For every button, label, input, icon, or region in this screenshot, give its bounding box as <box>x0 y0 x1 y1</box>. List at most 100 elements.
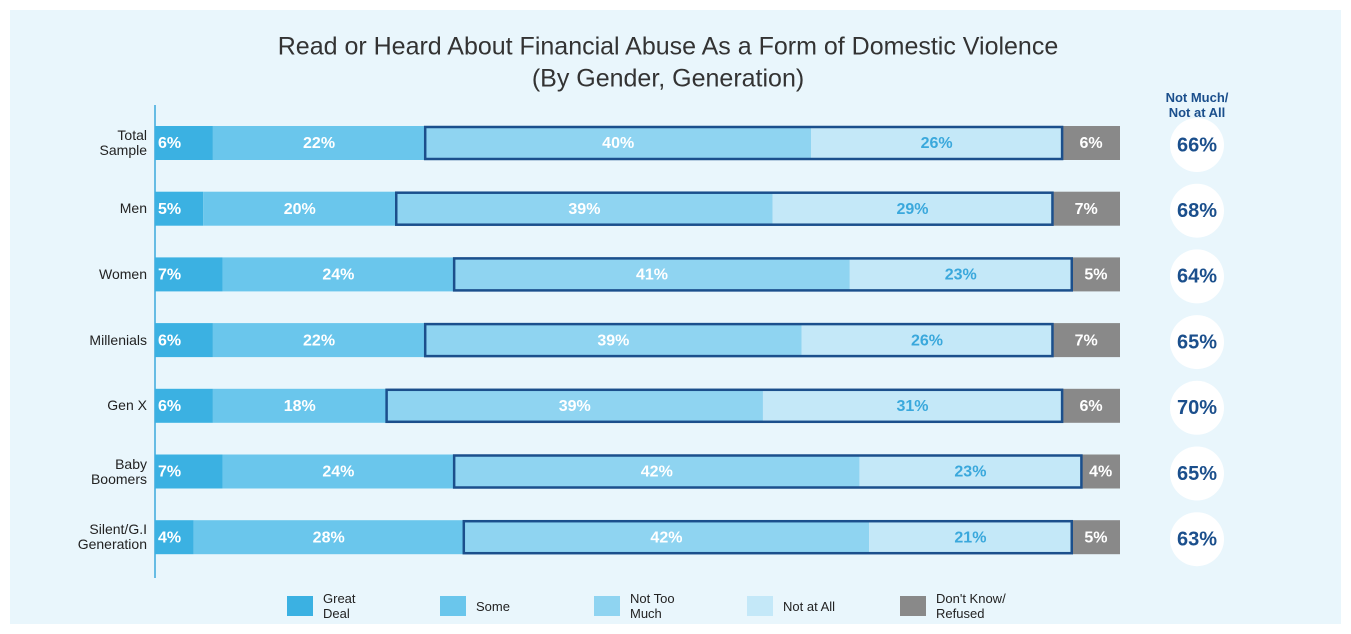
net-circle <box>1170 118 1224 172</box>
data-label: 5% <box>158 201 181 218</box>
data-label: 39% <box>597 332 629 349</box>
bar-segment <box>1062 388 1120 423</box>
data-label: 29% <box>897 201 929 218</box>
bar-segment <box>801 323 1053 358</box>
data-label: 5% <box>1084 529 1107 546</box>
data-label: 39% <box>568 201 600 218</box>
net-circle <box>1170 315 1224 370</box>
data-label: 6% <box>1079 135 1102 152</box>
legend-label: Not at All <box>783 598 836 614</box>
bar-segment <box>155 388 213 423</box>
legend-swatch <box>594 596 620 616</box>
data-label: 7% <box>1075 332 1098 349</box>
data-label: 41% <box>636 267 668 284</box>
data-label: 26% <box>921 135 953 152</box>
bar-segment <box>762 388 1063 423</box>
net-circle <box>1170 380 1224 435</box>
bar-segment <box>222 257 455 292</box>
bar-segment <box>869 520 1072 555</box>
legend-swatch <box>747 596 773 616</box>
bar-segment <box>425 323 802 358</box>
bar-segment <box>454 454 860 489</box>
data-label: 6% <box>158 135 181 152</box>
data-label: 4% <box>1089 464 1112 481</box>
data-label: 7% <box>1075 201 1098 218</box>
data-label: 6% <box>158 332 181 349</box>
bar-segment <box>155 323 213 358</box>
legend-label: Great Deal <box>323 591 356 621</box>
net-label: 68% <box>1177 200 1217 222</box>
bar-segment <box>222 454 455 489</box>
net-outline <box>395 191 1054 226</box>
data-label: 21% <box>954 529 986 546</box>
bar-segment <box>1052 191 1120 226</box>
net-outline <box>423 125 1064 161</box>
data-label: 31% <box>897 398 929 415</box>
bar-segment <box>454 257 850 292</box>
y-tick-label: Women <box>99 265 147 282</box>
net-circle <box>1170 446 1224 501</box>
legend-swatch <box>440 596 466 616</box>
bar-segment <box>425 126 812 160</box>
data-label: 40% <box>602 135 634 152</box>
net-label: 70% <box>1177 397 1217 419</box>
data-label: 7% <box>158 267 181 284</box>
legend-label: Don't Know/ Refused <box>936 591 1006 621</box>
net-label: 64% <box>1177 266 1217 288</box>
bar-segment <box>811 126 1063 160</box>
bar-segment <box>155 257 223 292</box>
bar-segment <box>463 520 870 555</box>
data-label: 24% <box>322 464 354 481</box>
data-label: 22% <box>303 135 335 152</box>
bar-segment <box>386 388 763 423</box>
data-label: 18% <box>284 398 316 415</box>
net-circle <box>1170 512 1224 567</box>
data-label: 26% <box>911 332 943 349</box>
net-outline <box>452 454 1083 489</box>
net-outline <box>462 519 1073 555</box>
data-label: 42% <box>641 464 673 481</box>
net-title: Not Much/ Not at All <box>1165 90 1229 120</box>
data-label: 22% <box>303 332 335 349</box>
bar-segment <box>772 191 1053 226</box>
data-label: 42% <box>650 529 682 546</box>
net-outline <box>423 322 1054 358</box>
net-label: 65% <box>1177 331 1217 353</box>
bar-segment <box>396 191 773 226</box>
legend-label: Some <box>476 598 510 614</box>
bar-segment <box>155 454 223 489</box>
bar-segment <box>1071 520 1120 555</box>
net-label: 66% <box>1177 134 1217 156</box>
bar-segment <box>203 191 397 226</box>
bar-segment <box>212 126 426 160</box>
y-tick-label: Silent/G.I Generation <box>77 521 147 553</box>
net-circle <box>1170 249 1224 304</box>
chart-subtitle: (By Gender, Generation) <box>532 65 804 93</box>
bar-segment <box>155 126 213 160</box>
data-label: 20% <box>284 201 316 218</box>
y-tick-label: Men <box>119 200 147 217</box>
data-label: 5% <box>1084 267 1107 284</box>
net-outline <box>385 388 1064 424</box>
bar-segment <box>1071 257 1120 292</box>
net-label: 65% <box>1177 463 1217 485</box>
bar-segment <box>212 323 426 358</box>
y-tick-label: Total Sample <box>99 127 147 158</box>
data-label: 6% <box>1079 398 1102 415</box>
bar-segment <box>155 520 194 555</box>
bar-segment <box>849 257 1072 292</box>
net-label: 63% <box>1177 528 1217 550</box>
data-label: 23% <box>954 464 986 481</box>
bar-segment <box>1081 454 1120 489</box>
y-tick-label: Gen X <box>107 397 147 414</box>
bar-segment <box>212 388 387 423</box>
net-circle <box>1170 183 1224 238</box>
bar-segment <box>1052 323 1120 358</box>
y-tick-label: Millenials <box>89 331 147 348</box>
legend-label: Not Too Much <box>630 591 675 621</box>
data-label: 39% <box>559 398 591 415</box>
chart-title: Read or Heard About Financial Abuse As a… <box>278 33 1059 61</box>
data-label: 28% <box>313 529 345 546</box>
